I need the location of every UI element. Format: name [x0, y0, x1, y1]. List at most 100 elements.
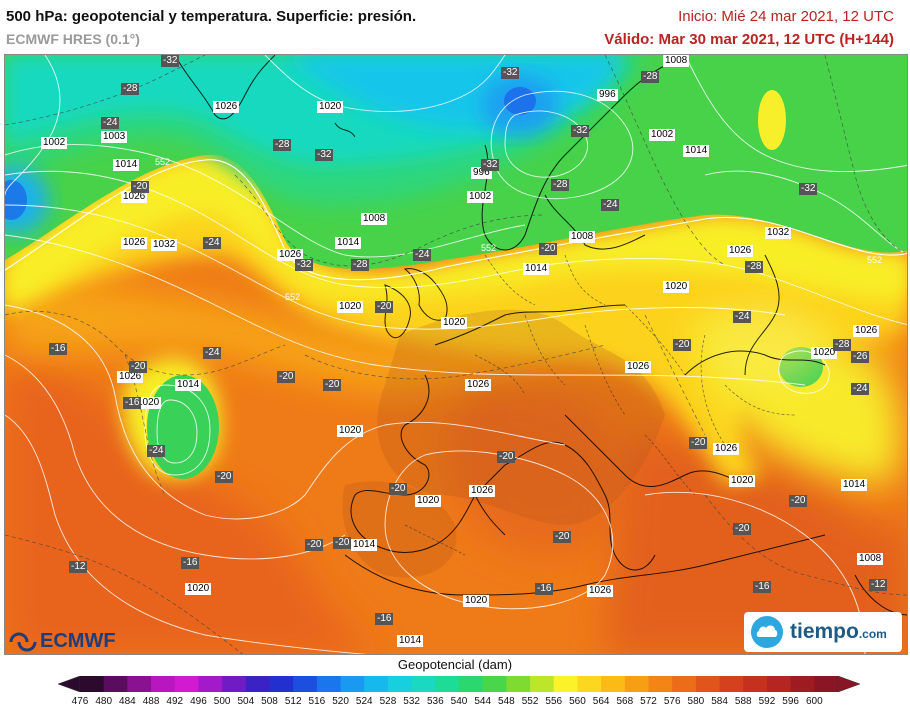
legend-tick-label: 548 — [498, 696, 515, 707]
legend-swatch — [127, 676, 152, 692]
legend-swatch — [222, 676, 247, 692]
pressure-label: 1026 — [277, 249, 304, 261]
color-legend — [58, 676, 860, 692]
legend-tick-label: 524 — [355, 696, 373, 707]
temperature-label: -28 — [273, 139, 292, 151]
temperature-label: -28 — [745, 261, 764, 273]
tiempo-logo[interactable]: tiempo.com — [744, 612, 902, 652]
ecmwf-swirl-icon — [9, 632, 37, 651]
legend-tick-label: 512 — [284, 696, 302, 707]
pressure-label: 1002 — [41, 137, 68, 149]
legend-swatch — [814, 676, 839, 692]
legend-tick-label: 576 — [663, 696, 681, 707]
pressure-label: 1002 — [649, 129, 676, 141]
temperature-label: -32 — [571, 125, 590, 137]
pressure-label: 1026 — [469, 485, 496, 497]
legend-swatch — [624, 676, 649, 692]
contour-value: 552 — [481, 243, 496, 253]
legend-tick-label: 520 — [332, 696, 349, 707]
pressure-label: 1008 — [663, 55, 690, 67]
pressure-label: 1014 — [351, 539, 378, 551]
temperature-label: -24 — [601, 199, 620, 211]
legend-tick-label: 496 — [190, 696, 207, 707]
pressure-label: 1020 — [729, 475, 756, 487]
pressure-label: 1026 — [713, 443, 740, 455]
contour-value: 552 — [285, 292, 300, 302]
pressure-label: 1026 — [465, 379, 492, 391]
temperature-label: -24 — [147, 445, 166, 457]
contour-labels: 552 552 552 552 — [155, 157, 882, 302]
pressure-label: 1020 — [811, 347, 838, 359]
init-time: Inicio: Mié 24 mar 2021, 12 UTC — [678, 8, 894, 25]
temperature-label: -24 — [733, 311, 752, 323]
temperature-isotherms — [5, 55, 907, 654]
legend-tick-label: 600 — [805, 696, 823, 707]
legend-tick-label: 596 — [782, 696, 799, 707]
pressure-label: 1026 — [853, 325, 880, 337]
pressure-label: 1032 — [765, 227, 792, 239]
legend-title: Geopotencial (dam) — [397, 657, 513, 672]
map-canvas: 552 552 552 552 — [5, 55, 907, 654]
temperature-label: -16 — [181, 557, 200, 569]
isobars — [5, 55, 907, 654]
temperature-label: -20 — [215, 471, 234, 483]
temperature-label: -20 — [539, 243, 558, 255]
legend-max-arrow — [837, 676, 860, 692]
legend-tick-label: 488 — [142, 696, 160, 707]
legend-tick-label: 528 — [379, 696, 397, 707]
temperature-label: -32 — [315, 149, 334, 161]
legend-swatch — [648, 676, 673, 692]
legend-tick-label: 560 — [569, 696, 586, 707]
temperature-label: -16 — [753, 581, 772, 593]
tiempo-logo-text: tiempo.com — [790, 620, 887, 643]
temperature-label: -20 — [673, 339, 692, 351]
contour-value: 552 — [867, 255, 882, 265]
temperature-label: -16 — [535, 583, 554, 595]
temperature-label: -24 — [413, 249, 432, 261]
pressure-label: 1026 — [121, 191, 148, 203]
legend-swatch — [695, 676, 721, 692]
temperature-label: -20 — [389, 483, 408, 495]
temperature-label: -16 — [49, 343, 68, 355]
temperature-label: -28 — [551, 179, 570, 191]
legend-swatch — [198, 676, 223, 692]
legend-swatch — [151, 676, 176, 692]
pressure-label: 1020 — [317, 101, 344, 113]
legend-swatch — [506, 676, 531, 692]
pressure-label: 1008 — [857, 553, 884, 565]
pressure-label: 1003 — [101, 131, 128, 143]
legend-swatch — [577, 676, 602, 692]
pressure-label: 1026 — [121, 237, 148, 249]
temperature-label: -12 — [69, 561, 88, 573]
contour-552 — [5, 159, 907, 281]
pressure-label: 1026 — [587, 585, 614, 597]
legend-tick-label: 476 — [71, 696, 89, 707]
legend-swatch — [80, 676, 105, 692]
temperature-label: -32 — [799, 183, 818, 195]
legend-tick-label: 584 — [711, 696, 728, 707]
pressure-label: 1020 — [463, 595, 490, 607]
pressure-label: 1008 — [361, 213, 388, 225]
temperature-label: -20 — [277, 371, 296, 383]
coastlines — [174, 55, 907, 616]
map-title: 500 hPa: geopotencial y temperatura. Sup… — [6, 8, 417, 25]
pressure-label: 996 — [597, 89, 618, 101]
pressure-label: 1026 — [213, 101, 240, 113]
temperature-label: -28 — [833, 339, 852, 351]
pressure-label: 1020 — [415, 495, 442, 507]
temperature-label: -32 — [501, 67, 520, 79]
temperature-label: -28 — [351, 259, 370, 271]
legend-swatch — [364, 676, 389, 692]
legend-swatch — [553, 676, 578, 692]
pressure-label: 1032 — [151, 239, 178, 251]
pressure-label: 1002 — [467, 191, 494, 203]
legend-tick-label: 592 — [758, 696, 776, 707]
legend-tick-label: 544 — [474, 696, 492, 707]
pressure-label: 1020 — [663, 281, 690, 293]
temperature-label: -20 — [497, 451, 516, 463]
temperature-label: -26 — [851, 351, 870, 363]
legend-swatch — [482, 676, 507, 692]
weather-map[interactable]: 552 552 552 552 1026 1020 1008 1002 1003 1014… — [4, 54, 908, 655]
temperature-label: -24 — [101, 117, 120, 129]
temperature-label: -20 — [375, 301, 394, 313]
